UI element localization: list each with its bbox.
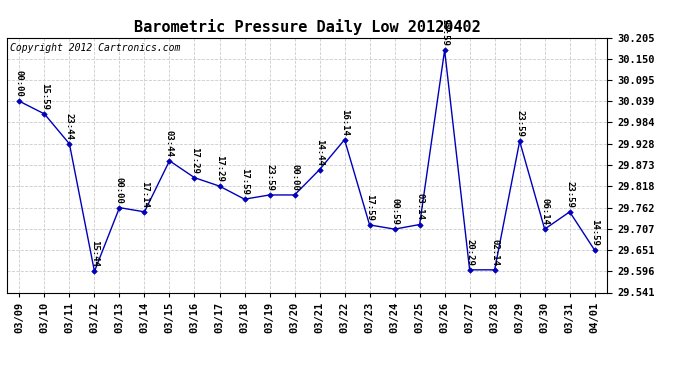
Text: Copyright 2012 Cartronics.com: Copyright 2012 Cartronics.com (10, 43, 180, 52)
Text: 15:59: 15:59 (40, 83, 49, 110)
Text: 23:59: 23:59 (265, 164, 274, 191)
Text: 00:59: 00:59 (390, 198, 399, 225)
Text: 15:44: 15:44 (90, 240, 99, 267)
Text: 17:29: 17:29 (190, 147, 199, 174)
Text: 14:44: 14:44 (315, 139, 324, 165)
Text: 16:14: 16:14 (340, 109, 349, 135)
Text: 17:14: 17:14 (140, 181, 149, 208)
Text: 23:59: 23:59 (515, 110, 524, 137)
Text: 03:14: 03:14 (415, 194, 424, 220)
Title: Barometric Pressure Daily Low 20120402: Barometric Pressure Daily Low 20120402 (134, 19, 480, 35)
Text: 02:14: 02:14 (490, 239, 499, 266)
Text: 14:59: 14:59 (590, 219, 599, 246)
Text: 17:29: 17:29 (215, 155, 224, 182)
Text: 00:00: 00:00 (290, 164, 299, 191)
Text: 03:44: 03:44 (165, 130, 174, 157)
Text: 23:44: 23:44 (65, 113, 74, 140)
Text: 17:59: 17:59 (365, 194, 374, 221)
Text: 00:00: 00:00 (15, 70, 24, 97)
Text: 00:00: 00:00 (115, 177, 124, 204)
Text: 23:59: 23:59 (440, 19, 449, 46)
Text: 06:14: 06:14 (540, 198, 549, 225)
Text: 20:29: 20:29 (465, 239, 474, 266)
Text: 23:59: 23:59 (565, 181, 574, 208)
Text: 17:59: 17:59 (240, 168, 249, 195)
